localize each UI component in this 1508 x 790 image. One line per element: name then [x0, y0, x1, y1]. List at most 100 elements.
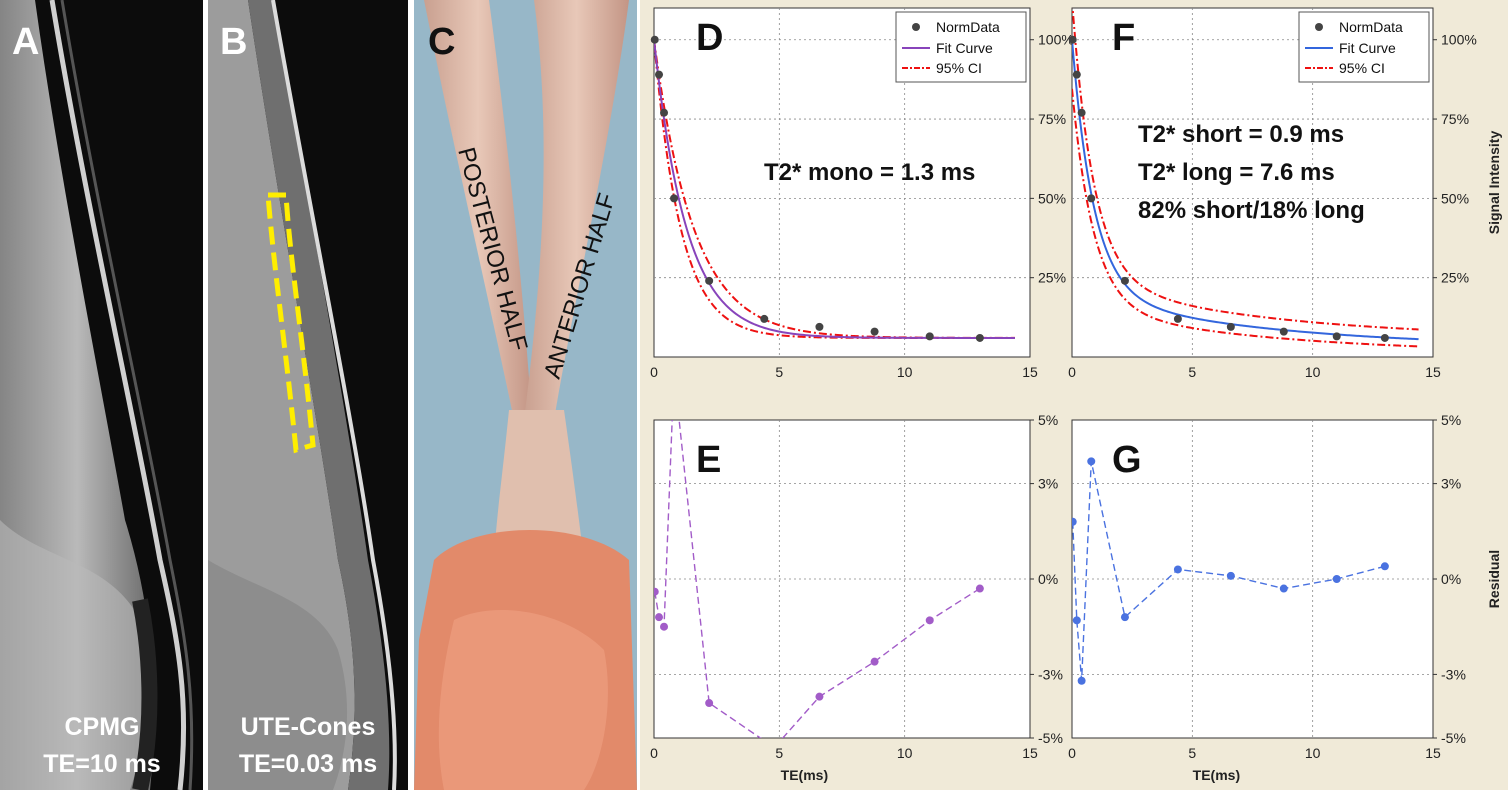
residual-point — [1332, 575, 1341, 583]
legend-d: NormData Fit Curve 95% CI — [895, 11, 1027, 83]
ci-upper-line — [1072, 8, 1419, 331]
curves-d — [654, 39, 1015, 339]
mri-image-b: B UTE-Cones TE=0.03 ms — [208, 0, 408, 790]
x-tick-label: 0 — [1068, 364, 1076, 380]
legend-label-fit: Fit Curve — [936, 40, 993, 56]
x-tick-label: 5 — [775, 364, 783, 380]
residual-point — [1120, 613, 1129, 622]
annotation-f-line2: T2* long = 7.6 ms — [1138, 159, 1335, 186]
data-point — [655, 70, 664, 79]
caption-a-line1: CPMG — [65, 713, 140, 741]
residual-series-e — [654, 368, 984, 738]
panel-letter-b: B — [220, 21, 247, 63]
y-tick-label: 0% — [1038, 571, 1058, 587]
residual-point — [654, 587, 659, 596]
y-tick-label: 75% — [1441, 111, 1469, 127]
data-point — [975, 333, 984, 342]
data-point — [1072, 70, 1081, 79]
legend-marker-normdata — [912, 23, 920, 31]
data-point — [1068, 35, 1077, 44]
ci-lower-line — [1072, 88, 1419, 348]
panel-letter-d: D — [696, 17, 723, 59]
y-tick-label: 100% — [1038, 32, 1074, 48]
x-tick-label: 10 — [1305, 364, 1321, 380]
x-tick-label: 15 — [1425, 745, 1441, 761]
data-point — [1087, 194, 1096, 203]
y-tick-label: 25% — [1441, 270, 1469, 286]
x-tick-label: 15 — [1022, 364, 1038, 380]
residual-point — [1173, 565, 1182, 574]
roi-outline — [265, 192, 316, 454]
residual-point — [655, 613, 664, 622]
y-tick-label: 50% — [1441, 190, 1469, 206]
data-point — [1120, 276, 1129, 285]
panel-b-ute-image: B UTE-Cones TE=0.03 ms — [208, 0, 408, 790]
residual-point — [1380, 562, 1389, 571]
residual-point — [1226, 571, 1235, 580]
x-tick-label: 15 — [1425, 364, 1441, 380]
curves-f — [1072, 8, 1419, 348]
residual-point — [1279, 584, 1288, 593]
annotation-f-line3: 82% short/18% long — [1138, 197, 1365, 224]
data-point — [1077, 108, 1086, 117]
x-tick-label: 5 — [1188, 745, 1196, 761]
data-point — [815, 322, 824, 331]
x-axis-label: TE(ms) — [1193, 767, 1240, 783]
data-point — [760, 314, 769, 323]
caption-a-line2: TE=10 ms — [43, 750, 160, 778]
residual-point — [660, 622, 669, 631]
y-tick-label: 5% — [1038, 412, 1058, 428]
fit-curve-line — [1072, 39, 1419, 341]
y-tick-label: 100% — [1441, 32, 1477, 48]
panel-letter-c: C — [428, 21, 455, 63]
y-tick-label: -3% — [1038, 666, 1063, 682]
x-tick-label: 0 — [650, 745, 658, 761]
chart-g: 0 5 10 15-5% -3% 0% 3% 5% TE(ms) Residual G — [1068, 412, 1502, 783]
plot-frame: 0 5 10 15 25% 50% 75% 100% NormData Fit Curve 95% … — [640, 0, 1508, 790]
legend-label-normdata: NormData — [1339, 19, 1403, 35]
x-tick-label: 5 — [1188, 364, 1196, 380]
tendon-photo: C POSTERIOR HALF ANTERIOR HALF — [414, 0, 637, 790]
panel-a-cpmg-image: A CPMG TE=10 ms — [0, 0, 203, 790]
caption-b-line2: TE=0.03 ms — [239, 750, 377, 778]
residual-point — [1072, 517, 1077, 526]
residual-point — [925, 616, 934, 625]
residual-point — [815, 692, 824, 701]
residual-point — [1077, 676, 1086, 685]
x-axis-label: TE(ms) — [781, 767, 828, 783]
caption-b-line1: UTE-Cones — [241, 713, 376, 741]
ci-upper-line — [654, 39, 1015, 339]
legend-label-ci: 95% CI — [1339, 60, 1385, 76]
data-point — [650, 35, 659, 44]
y-tick-label: -3% — [1441, 666, 1466, 682]
residual-series-g — [1072, 457, 1389, 685]
data-point — [670, 194, 679, 203]
residual-line — [654, 420, 981, 738]
panel-letter-e: E — [696, 439, 721, 481]
legend-label-ci: 95% CI — [936, 60, 982, 76]
data-point — [1226, 322, 1235, 331]
y-tick-label: -5% — [1441, 730, 1466, 746]
annotation-d: T2* mono = 1.3 ms — [764, 159, 975, 186]
x-tick-label: 10 — [1305, 745, 1321, 761]
fit-curve-line — [654, 39, 1015, 339]
x-tick-label: 10 — [897, 364, 913, 380]
residual-point — [705, 699, 714, 708]
y-tick-label: 50% — [1038, 190, 1066, 206]
residual-point — [870, 657, 879, 666]
data-point — [870, 327, 879, 336]
panel-letter-a: A — [12, 21, 39, 63]
y-tick-label: -5% — [1038, 730, 1063, 746]
residual-point — [1087, 457, 1096, 466]
chart-f: 0 5 10 15 25% 50% 75% 100% Signal Intensity NormD… — [1068, 7, 1502, 380]
residual-point — [670, 368, 678, 376]
x-tick-label: 0 — [650, 364, 658, 380]
chart-d: 0 5 10 15 25% 50% 75% 100% NormData Fit Curve 95% … — [650, 7, 1074, 380]
legend-f: NormData Fit Curve 95% CI — [1298, 11, 1430, 83]
y-tick-label: 0% — [1441, 571, 1461, 587]
legend-label-fit: Fit Curve — [1339, 40, 1396, 56]
y-tick-label: 3% — [1038, 476, 1058, 492]
data-point — [705, 276, 714, 285]
x-tick-label: 0 — [1068, 745, 1076, 761]
